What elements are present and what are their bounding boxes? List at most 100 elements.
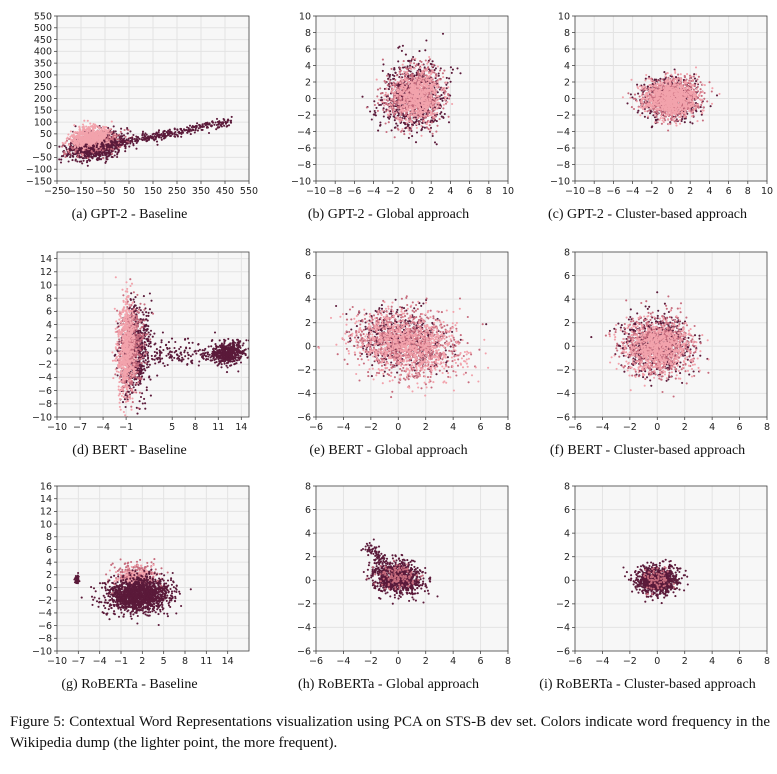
scatter-point xyxy=(89,137,92,140)
scatter-point xyxy=(86,164,89,167)
scatter-point xyxy=(425,110,428,113)
scatter-point xyxy=(173,127,176,130)
scatter-point xyxy=(124,143,127,146)
scatter-point xyxy=(419,68,422,71)
y-tick-label: 8 xyxy=(305,28,311,39)
scatter-point xyxy=(391,106,394,109)
scatter-point xyxy=(421,107,424,111)
scatter-point xyxy=(427,72,431,75)
scatter-point xyxy=(151,133,154,136)
scatter-point xyxy=(416,115,419,118)
scatter-point xyxy=(420,100,423,103)
scatter-point xyxy=(413,67,416,70)
scatter-point xyxy=(445,76,448,79)
scatter-point xyxy=(393,97,396,100)
scatter-point xyxy=(383,94,386,97)
scatter-point xyxy=(407,60,410,63)
scatter-point xyxy=(428,58,432,61)
scatter-point xyxy=(410,78,413,81)
scatter-point xyxy=(395,104,398,107)
scatter-point xyxy=(407,81,411,84)
y-tick-label: 0 xyxy=(46,141,52,152)
scatter-point xyxy=(230,115,233,118)
scatter-point xyxy=(215,128,218,131)
scatter-point xyxy=(173,132,176,136)
scatter-point xyxy=(420,103,423,107)
scatter-point xyxy=(392,102,395,105)
scatter-point xyxy=(404,88,407,91)
scatter-point xyxy=(79,151,82,154)
panel-c: −10 −8 −6 −4 −2 0 2 4 6 8 10 −10 −8 −6 −4 −2 0 2 4 6 8 10 (c) … xyxy=(518,0,777,245)
scatter-point xyxy=(369,110,372,113)
scatter-point xyxy=(209,124,213,128)
scatter-point xyxy=(421,91,424,94)
scatter-point xyxy=(98,127,102,130)
scatter-point xyxy=(207,131,211,135)
scatter-point xyxy=(399,70,402,73)
scatter-point xyxy=(405,118,408,121)
scatter-point xyxy=(104,154,107,157)
scatter-point xyxy=(108,146,112,149)
scatter-point xyxy=(459,72,462,75)
scatter-point xyxy=(111,140,114,143)
scatter-point xyxy=(404,73,408,76)
scatter-point xyxy=(401,119,404,122)
scatter-point xyxy=(392,88,395,91)
scatter-point xyxy=(379,92,382,95)
scatter-point xyxy=(417,71,420,74)
scatter-point xyxy=(99,132,102,135)
scatter-point xyxy=(129,139,132,142)
scatter-point xyxy=(83,119,86,122)
scatter-point xyxy=(392,83,395,86)
scatter-point xyxy=(427,81,430,85)
scatter-point xyxy=(423,66,426,69)
scatter-point xyxy=(435,95,438,98)
scatter-point xyxy=(428,92,431,95)
scatter-point xyxy=(393,99,396,102)
scatter-point xyxy=(395,109,398,112)
scatter-point xyxy=(402,89,406,93)
scatter-point xyxy=(375,106,378,109)
scatter-point xyxy=(144,132,147,135)
scatter-point xyxy=(411,58,414,61)
scatter-point xyxy=(111,136,115,139)
scatter-point xyxy=(429,87,432,90)
scatter-point xyxy=(386,113,389,116)
scatter-point xyxy=(122,138,125,141)
scatter-point xyxy=(411,123,414,126)
scatter-point xyxy=(693,73,696,76)
scatter-point xyxy=(396,80,399,84)
scatter-point xyxy=(180,135,183,138)
scatter-point xyxy=(415,120,418,123)
scatter-point xyxy=(419,76,422,79)
scatter-point xyxy=(430,71,433,74)
scatter-point xyxy=(188,130,191,133)
scatter-point xyxy=(382,115,385,118)
scatter-point xyxy=(404,76,407,79)
scatter-point xyxy=(76,144,79,147)
scatter-point xyxy=(387,72,390,76)
y-tick-label: −100 xyxy=(26,165,52,176)
scatter-point xyxy=(421,84,424,87)
scatter-point xyxy=(381,99,384,102)
scatter-point xyxy=(420,77,423,80)
scatter-point xyxy=(62,143,65,146)
scatter-point xyxy=(423,68,426,71)
scatter-point xyxy=(396,101,399,104)
scatter-point xyxy=(86,150,89,153)
scatter-point xyxy=(695,80,698,83)
scatter-point xyxy=(76,156,79,159)
scatter-point xyxy=(398,72,401,75)
scatter-point xyxy=(373,113,376,116)
scatter-point xyxy=(116,140,119,143)
scatter-point xyxy=(222,121,225,124)
scatter-point xyxy=(387,121,390,124)
scatter-point xyxy=(101,137,104,140)
scatter-point xyxy=(406,115,410,118)
scatter-point xyxy=(435,89,438,92)
scatter-point xyxy=(95,146,98,149)
scatter-point xyxy=(157,131,160,134)
scatter-point xyxy=(147,138,150,141)
scatter-point xyxy=(120,144,123,147)
scatter-point xyxy=(129,136,132,140)
